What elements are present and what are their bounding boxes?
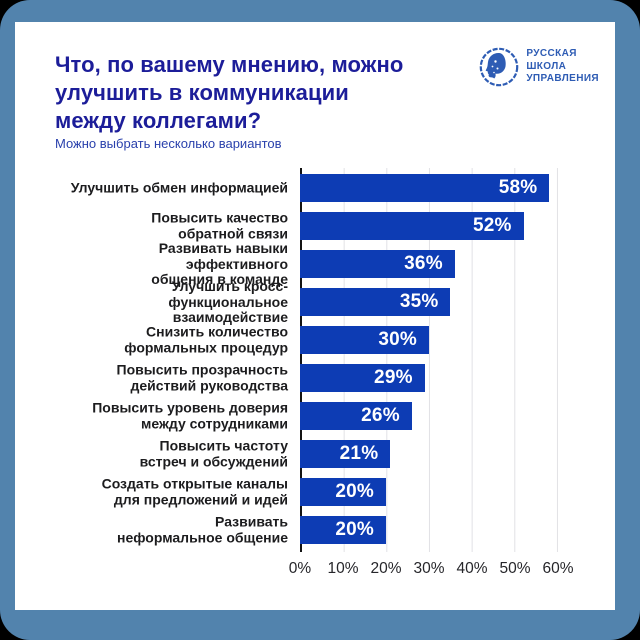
bar-row: Повысить частоту встреч и обсуждений 21% [55, 437, 558, 469]
x-axis-tick-label: 50% [499, 560, 531, 577]
bar-row: Развивать неформальное общение 20% [55, 513, 558, 545]
bar: 20% [300, 516, 386, 544]
bar-value-label: 20% [335, 519, 374, 540]
bar: 36% [300, 250, 455, 278]
bar-row: Улучшить обмен информацией 58% [55, 174, 558, 202]
x-axis-tick-label: 0% [288, 560, 312, 577]
rsu-emblem-icon [479, 47, 519, 87]
x-axis-ticks: 0% 10% 20% 30% 40% 50% 60% [289, 560, 574, 580]
bar: 26% [300, 402, 412, 430]
category-label: Снизить количество формальных процедур [124, 323, 288, 355]
bar-row: Улучшить кросс-функциональное взаимодейс… [55, 278, 558, 324]
category-label: Повысить частоту встреч и обсуждений [139, 437, 288, 469]
bar-value-label: 30% [378, 329, 417, 350]
category-label: Повысить качество обратной связи [151, 209, 288, 241]
chart-card: Что, по вашему мнению, можно улучшить в … [15, 22, 615, 610]
category-label: Повысить уровень доверия между сотрудник… [92, 399, 288, 431]
bar-value-label: 20% [335, 481, 374, 502]
bar-chart: Улучшить обмен информацией 58% Повысить … [55, 168, 574, 580]
bar: 29% [300, 364, 425, 392]
page-title: Что, по вашему мнению, можно улучшить в … [55, 52, 404, 133]
bar-row: Создать открытые каналы для предложений … [55, 475, 558, 507]
bar-value-label: 58% [498, 177, 538, 198]
x-axis-tick-label: 40% [456, 560, 488, 577]
x-axis-tick-label: 60% [542, 560, 574, 577]
bar-row: Повысить качество обратной связи 52% [55, 209, 558, 241]
bar-value-label: 21% [339, 443, 379, 464]
x-axis-tick-label: 10% [327, 560, 359, 577]
bar-row: Развивать навыки эффективного общения в … [55, 240, 558, 286]
bar: 52% [300, 212, 524, 240]
bar: 58% [300, 174, 550, 202]
category-label: Повысить прозрачность действий руководст… [116, 361, 288, 393]
bar-row: Повысить уровень доверия между сотрудник… [55, 399, 558, 431]
bar: 35% [300, 288, 451, 316]
page-subtitle: Можно выбрать несколько вариантов [55, 136, 282, 151]
x-axis-tick-label: 30% [413, 560, 445, 577]
bar-value-label: 52% [472, 215, 512, 236]
bar-value-label: 35% [399, 291, 439, 312]
bar-value-label: 29% [374, 367, 413, 388]
bar: 21% [300, 440, 391, 468]
category-label: Развивать неформальное общение [116, 513, 288, 545]
rsu-logo: РУССКАЯ ШКОЛА УПРАВЛЕНИЯ [479, 47, 599, 87]
bar: 30% [300, 326, 429, 354]
category-label: Развивать навыки эффективного общения в … [151, 239, 288, 287]
bar-value-label: 36% [404, 253, 443, 274]
chart-plot-area: Улучшить обмен информацией 58% Повысить … [55, 168, 558, 552]
category-label: Улучшить обмен информацией [70, 179, 288, 196]
bar-row: Снизить количество формальных процедур 3… [55, 323, 558, 355]
bar-row: Повысить прозрачность действий руководст… [55, 361, 558, 393]
category-label: Улучшить кросс-функциональное взаимодейс… [168, 277, 288, 325]
x-axis-tick-label: 20% [370, 560, 402, 577]
bar: 20% [300, 478, 386, 506]
bar-value-label: 26% [361, 405, 400, 426]
rsu-logo-text: РУССКАЯ ШКОЛА УПРАВЛЕНИЯ [526, 48, 599, 85]
category-label: Создать открытые каналы для предложений … [101, 475, 288, 507]
